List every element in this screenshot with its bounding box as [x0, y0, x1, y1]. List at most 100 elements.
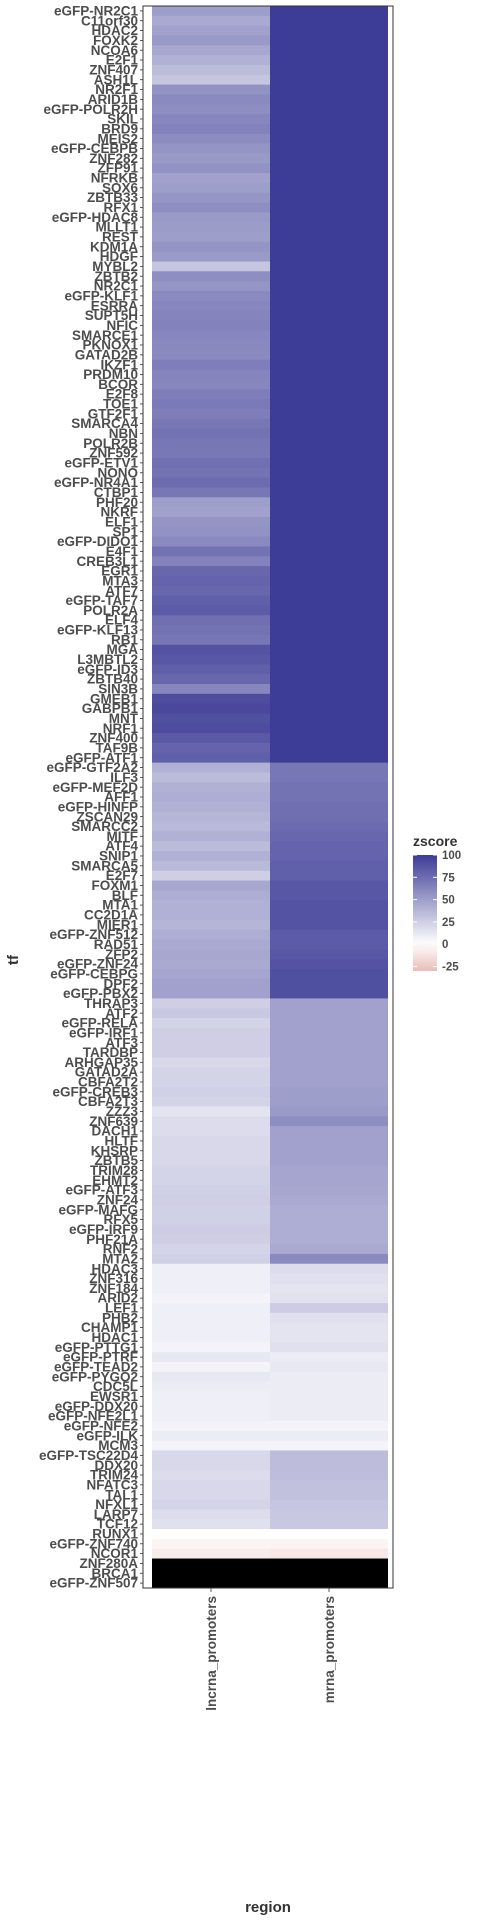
heatmap-cell: [152, 114, 270, 124]
heatmap-cell: [270, 1136, 388, 1146]
heatmap-cell: [152, 537, 270, 547]
heatmap-cell: [152, 330, 270, 340]
heatmap-cell: [152, 1205, 270, 1215]
heatmap-cell: [270, 55, 388, 65]
heatmap-cell: [270, 596, 388, 606]
heatmap-cell: [152, 85, 270, 95]
heatmap-cell: [152, 1274, 270, 1284]
heatmap-cell: [152, 713, 270, 723]
heatmap-cell: [152, 645, 270, 655]
heatmap-cell: [270, 1500, 388, 1510]
heatmap-cell: [152, 45, 270, 55]
heatmap-cell: [270, 546, 388, 556]
heatmap-cell: [152, 615, 270, 625]
heatmap-cell: [270, 1441, 388, 1451]
heatmap-cell: [152, 998, 270, 1008]
heatmap-cell: [152, 969, 270, 979]
heatmap-cell: [270, 1342, 388, 1352]
heatmap-cell: [270, 723, 388, 733]
heatmap-cell: [152, 232, 270, 242]
heatmap-cell: [152, 173, 270, 183]
heatmap-cell: [152, 576, 270, 586]
heatmap-cell: [270, 1313, 388, 1323]
heatmap-cell: [152, 104, 270, 114]
heatmap-cell: [152, 664, 270, 674]
heatmap-cell: [152, 291, 270, 301]
heatmap-cell: [270, 1077, 388, 1087]
heatmap-cell: [152, 1460, 270, 1470]
heatmap-cell: [270, 35, 388, 45]
heatmap-cell: [270, 144, 388, 154]
heatmap-cell: [270, 458, 388, 468]
legend-colorbar: [413, 855, 437, 971]
heatmap-cell: [152, 1234, 270, 1244]
heatmap-cell: [270, 1539, 388, 1549]
heatmap-cell: [152, 841, 270, 851]
heatmap-cell: [152, 527, 270, 537]
heatmap-cell: [152, 1450, 270, 1460]
heatmap-cell: [270, 252, 388, 262]
heatmap-cell: [152, 949, 270, 959]
heatmap-cell: [152, 1175, 270, 1185]
heatmap-cell: [270, 566, 388, 576]
heatmap-cell: [270, 1372, 388, 1382]
heatmap-cell: [270, 969, 388, 979]
heatmap-cell: [270, 1509, 388, 1519]
heatmap-cell: [152, 1411, 270, 1421]
heatmap-cell: [270, 212, 388, 222]
heatmap-cell: [270, 1116, 388, 1126]
heatmap-cell: [270, 1352, 388, 1362]
heatmap-cell: [270, 487, 388, 497]
heatmap-cell: [152, 1048, 270, 1058]
heatmap-cell: [152, 1470, 270, 1480]
heatmap-cell: [152, 163, 270, 173]
heatmap-cell: [152, 743, 270, 753]
heatmap-cell: [152, 1008, 270, 1018]
heatmap-cell: [152, 1185, 270, 1195]
heatmap-cell: [152, 782, 270, 792]
heatmap-cell: [270, 822, 388, 832]
heatmap-cell: [152, 301, 270, 311]
heatmap-cell: [270, 949, 388, 959]
heatmap-cell: [152, 1382, 270, 1392]
heatmap-cell: [152, 222, 270, 232]
heatmap-cell: [152, 242, 270, 252]
heatmap-cell: [270, 1293, 388, 1303]
heatmap-cell: [152, 507, 270, 517]
heatmap-cell: [270, 350, 388, 360]
heatmap-cell: [270, 674, 388, 684]
heatmap-cell: [270, 379, 388, 389]
heatmap-cell: [152, 1293, 270, 1303]
heatmap-cell: [152, 281, 270, 291]
heatmap-cell: [152, 763, 270, 773]
heatmap-cell: [152, 566, 270, 576]
heatmap-cell: [270, 841, 388, 851]
legend-title: zscore: [413, 833, 458, 849]
heatmap-cell: [152, 704, 270, 714]
heatmap-cell: [152, 203, 270, 213]
heatmap-cell: [270, 281, 388, 291]
heatmap-cell: [152, 792, 270, 802]
heatmap-cell: [270, 812, 388, 822]
heatmap-cell: [270, 1215, 388, 1225]
heatmap-cell: [270, 920, 388, 930]
heatmap-cell: [270, 399, 388, 409]
heatmap-cell: [270, 1185, 388, 1195]
heatmap-cell: [270, 694, 388, 704]
heatmap-cell: [152, 1391, 270, 1401]
heatmap-cell: [270, 232, 388, 242]
heatmap-cell: [270, 261, 388, 271]
heatmap-cell: [270, 1018, 388, 1028]
heatmap-cell: [152, 1067, 270, 1077]
heatmap-cell: [152, 1224, 270, 1234]
heatmap-cell: [152, 271, 270, 281]
heatmap-cell: [270, 1126, 388, 1136]
heatmap-cell: [270, 930, 388, 940]
heatmap-cell: [270, 576, 388, 586]
heatmap-cell: [270, 1460, 388, 1470]
heatmap-cell: [270, 998, 388, 1008]
heatmap-cell: [152, 1500, 270, 1510]
heatmap-cell: [152, 900, 270, 910]
heatmap-cell: [152, 1352, 270, 1362]
